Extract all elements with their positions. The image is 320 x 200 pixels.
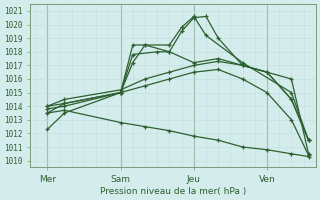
X-axis label: Pression niveau de la mer( hPa ): Pression niveau de la mer( hPa ) [100, 187, 246, 196]
